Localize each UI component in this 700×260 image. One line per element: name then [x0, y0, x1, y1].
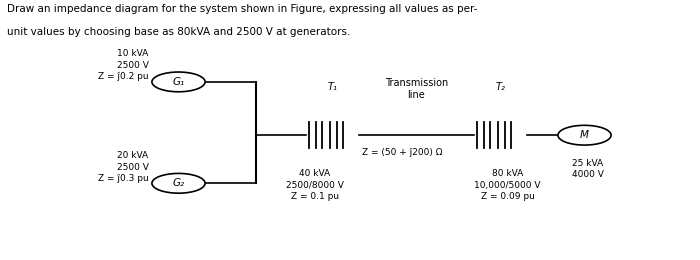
Text: Z = (50 + ĵ200) Ω: Z = (50 + ĵ200) Ω — [363, 148, 442, 157]
Text: G₁: G₁ — [172, 77, 185, 87]
Text: Transmission: Transmission — [385, 79, 448, 88]
Circle shape — [152, 173, 205, 193]
Text: T₁: T₁ — [328, 82, 337, 92]
Text: 10,000/5000 V: 10,000/5000 V — [475, 181, 540, 190]
Text: 2500 V: 2500 V — [116, 162, 148, 172]
Text: 10 kVA: 10 kVA — [117, 49, 148, 58]
Text: Z = 0.1 pu: Z = 0.1 pu — [291, 192, 339, 202]
Text: 20 kVA: 20 kVA — [118, 151, 148, 160]
Circle shape — [558, 125, 611, 145]
Circle shape — [152, 72, 205, 92]
Text: unit values by choosing base as 80kVA and 2500 V at generators.: unit values by choosing base as 80kVA an… — [7, 27, 351, 37]
Text: Z = ĵ0.3 pu: Z = ĵ0.3 pu — [98, 174, 148, 183]
Text: M: M — [580, 130, 589, 140]
Text: 4000 V: 4000 V — [572, 170, 604, 179]
Text: Z = ĵ0.2 pu: Z = ĵ0.2 pu — [98, 72, 148, 81]
Text: 40 kVA: 40 kVA — [300, 169, 330, 178]
Text: 2500/8000 V: 2500/8000 V — [286, 181, 344, 190]
Text: G₂: G₂ — [172, 178, 185, 188]
Text: 2500 V: 2500 V — [116, 61, 148, 70]
Text: Z = 0.09 pu: Z = 0.09 pu — [481, 192, 534, 202]
Text: 80 kVA: 80 kVA — [492, 169, 523, 178]
Text: Draw an impedance diagram for the system shown in Figure, expressing all values : Draw an impedance diagram for the system… — [7, 4, 477, 14]
Text: line: line — [407, 90, 426, 100]
Text: 25 kVA: 25 kVA — [573, 159, 603, 168]
Text: T₂: T₂ — [496, 82, 505, 92]
